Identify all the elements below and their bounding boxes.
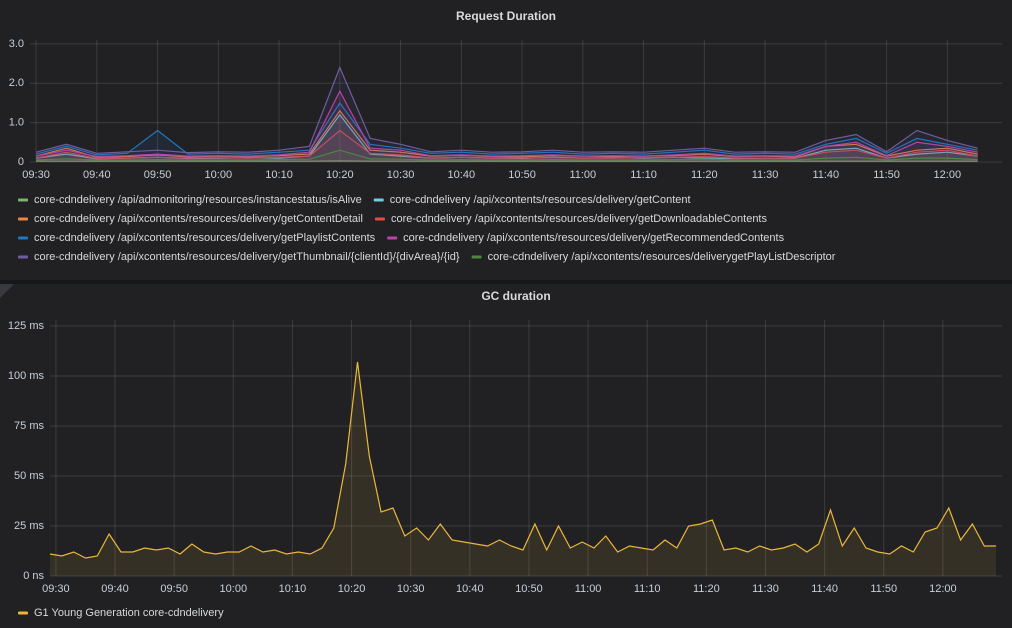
x-tick-label: 10:30 <box>397 583 425 595</box>
x-tick-label: 11:20 <box>691 169 718 181</box>
x-tick-label: 09:40 <box>101 583 129 595</box>
chart-title: Request Duration <box>456 9 556 23</box>
legend-swatch <box>18 255 28 259</box>
y-tick-label: 2.0 <box>9 77 24 89</box>
x-tick-label: 09:50 <box>160 583 188 595</box>
legend-label: core-cdndelivery /api/xcontents/resource… <box>34 213 363 225</box>
x-tick-label: 11:50 <box>870 583 897 595</box>
series-area <box>36 150 978 162</box>
x-tick-label: 10:10 <box>279 583 307 595</box>
legend-label: core-cdndelivery /api/xcontents/resource… <box>391 213 768 225</box>
legend-swatch <box>374 217 385 221</box>
panel <box>0 284 1012 628</box>
x-tick-label: 10:20 <box>326 169 354 181</box>
chart-title: GC duration <box>481 289 550 303</box>
panel <box>0 0 1012 280</box>
x-tick-label: 10:00 <box>205 169 233 181</box>
series-line <box>35 65 978 154</box>
legend-swatch <box>471 255 482 259</box>
y-tick-label: 100 ms <box>8 370 45 382</box>
y-tick-label: 3.0 <box>9 38 24 50</box>
x-tick-label: 10:30 <box>387 169 415 181</box>
series-line <box>35 101 978 156</box>
legend-swatch <box>387 236 398 240</box>
y-tick-label: 0 <box>18 156 24 168</box>
legend-label: core-cdndelivery /api/admonitoring/resou… <box>34 194 362 206</box>
series-line <box>35 89 978 158</box>
x-tick-label: 10:50 <box>508 169 536 181</box>
legend-swatch <box>18 217 28 221</box>
x-tick-label: 11:40 <box>812 169 839 181</box>
x-tick-label: 10:10 <box>265 169 293 181</box>
x-tick-label: 09:40 <box>83 169 111 181</box>
legend-label: core-cdndelivery /api/xcontents/resource… <box>488 251 836 263</box>
legend-label: core-cdndelivery /api/xcontents/resource… <box>34 251 460 263</box>
series-area <box>36 67 978 162</box>
legend-label: core-cdndelivery /api/xcontents/resource… <box>34 232 376 244</box>
series-line <box>49 361 997 559</box>
y-tick-label: 25 ms <box>14 520 44 532</box>
x-tick-label: 09:50 <box>144 169 172 181</box>
x-tick-label: 10:50 <box>515 583 543 595</box>
x-tick-label: 11:50 <box>873 169 900 181</box>
info-corner[interactable] <box>0 284 14 298</box>
x-tick-label: 10:00 <box>220 583 248 595</box>
x-tick-label: 12:00 <box>929 583 957 595</box>
x-tick-label: 10:40 <box>456 583 484 595</box>
series-line <box>35 129 978 160</box>
x-tick-label: 10:20 <box>338 583 366 595</box>
legend-swatch <box>18 198 28 202</box>
x-tick-label: 11:10 <box>634 583 661 595</box>
x-tick-label: 11:00 <box>569 169 596 181</box>
series-area <box>50 362 997 576</box>
x-tick-label: 09:30 <box>42 583 70 595</box>
legend-swatch <box>18 236 28 240</box>
x-tick-label: 11:20 <box>693 583 720 595</box>
x-tick-label: 11:00 <box>575 583 602 595</box>
y-tick-label: 0 ns <box>23 570 44 582</box>
legend-label: core-cdndelivery /api/xcontents/resource… <box>390 194 691 206</box>
series-area <box>36 130 978 162</box>
legend-swatch <box>18 611 28 615</box>
x-tick-label: 11:40 <box>811 583 838 595</box>
legend-label: G1 Young Generation core-cdndelivery <box>34 607 224 619</box>
legend-label: core-cdndelivery /api/xcontents/resource… <box>403 232 784 244</box>
x-tick-label: 10:40 <box>448 169 476 181</box>
y-tick-label: 1.0 <box>9 117 24 129</box>
legend-swatch <box>373 198 384 202</box>
series-line <box>36 149 978 161</box>
x-tick-label: 09:30 <box>22 169 50 181</box>
x-tick-label: 11:10 <box>630 169 657 181</box>
y-tick-label: 125 ms <box>8 320 45 332</box>
x-tick-label: 11:30 <box>752 169 779 181</box>
x-tick-label: 12:00 <box>934 169 962 181</box>
y-tick-label: 50 ms <box>14 470 44 482</box>
y-tick-label: 75 ms <box>14 420 44 432</box>
x-tick-label: 11:30 <box>752 583 779 595</box>
